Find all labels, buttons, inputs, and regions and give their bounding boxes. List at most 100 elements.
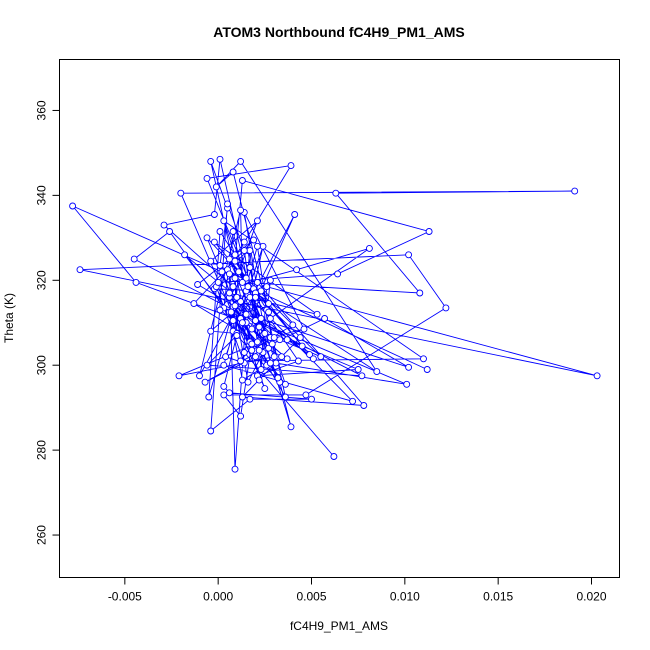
data-point (242, 310, 250, 318)
data-point (349, 397, 357, 405)
data-point (196, 372, 203, 380)
data-point (306, 351, 314, 359)
data-point (296, 334, 304, 342)
data-point (248, 346, 256, 354)
data-point (235, 268, 243, 276)
data-point (224, 200, 231, 208)
data-point (265, 308, 273, 316)
data-point (175, 372, 183, 380)
y-tick-label: 320 (35, 270, 49, 290)
data-point (225, 255, 233, 263)
data-point (252, 317, 259, 325)
data-point (274, 374, 282, 382)
data-point (240, 349, 248, 356)
data-point (571, 187, 579, 195)
data-point (266, 276, 274, 284)
x-tick-label: 0.015 (483, 590, 513, 604)
data-point (266, 359, 274, 367)
data-point (238, 376, 246, 384)
x-tick-label: 0.020 (576, 590, 606, 604)
data-point (420, 355, 427, 363)
y-tick-label: 300 (35, 355, 49, 375)
data-point (425, 228, 433, 235)
data-point (231, 465, 239, 473)
data-point (201, 378, 209, 386)
data-point (281, 393, 289, 401)
data-point (281, 380, 289, 388)
data-point (332, 189, 340, 197)
data-point (130, 255, 138, 263)
data-point (334, 270, 342, 278)
data-point (302, 391, 310, 399)
data-point (287, 423, 295, 431)
data-point (246, 293, 254, 301)
data-point (442, 304, 450, 312)
data-point (354, 366, 362, 373)
data-point (216, 261, 224, 269)
data-point (216, 306, 224, 314)
data-point (308, 395, 315, 403)
data-series (69, 155, 601, 473)
data-point (210, 238, 218, 246)
data-point (76, 266, 84, 274)
data-point (231, 251, 239, 259)
data-point (294, 357, 302, 365)
data-point (181, 251, 189, 259)
data-point (177, 189, 185, 197)
data-point (276, 336, 284, 344)
data-point (225, 389, 233, 397)
data-point (416, 289, 424, 297)
data-point (255, 346, 263, 354)
x-tick-label: -0.005 (108, 590, 142, 604)
data-point (360, 402, 368, 409)
data-point (259, 242, 267, 250)
data-point (252, 293, 259, 301)
data-point (220, 391, 228, 399)
data-point (222, 353, 230, 361)
data-point (240, 238, 248, 246)
data-point (220, 382, 228, 390)
data-point (229, 283, 237, 291)
data-point (227, 308, 235, 316)
data-point (132, 278, 140, 286)
x-tick-label: 0.010 (390, 590, 420, 604)
data-point (238, 393, 246, 401)
y-tick-label: 360 (35, 100, 49, 120)
data-point (244, 283, 252, 291)
data-point (203, 234, 211, 242)
data-point (242, 274, 250, 282)
data-point (237, 206, 245, 214)
data-point (220, 217, 228, 225)
data-point (229, 168, 237, 176)
data-point (225, 270, 233, 278)
data-point (257, 366, 265, 373)
data-point (255, 376, 263, 384)
data-point (365, 244, 373, 252)
data-point (166, 228, 174, 235)
data-point (231, 274, 239, 282)
data-point (405, 251, 413, 259)
data-point (237, 412, 245, 420)
data-point (257, 315, 265, 322)
data-point (252, 353, 259, 361)
data-point (237, 298, 245, 305)
data-point (253, 217, 261, 225)
data-point (278, 353, 286, 361)
data-point (313, 310, 321, 318)
data-point (216, 155, 224, 163)
data-point (358, 372, 366, 380)
data-point (233, 332, 241, 339)
data-point (237, 157, 245, 165)
data-point (214, 278, 222, 286)
data-point (237, 357, 245, 365)
data-point (253, 278, 261, 286)
data-point (233, 293, 241, 301)
data-point (287, 162, 295, 170)
data-point (207, 257, 215, 265)
data-point (261, 329, 269, 337)
data-point (238, 278, 246, 286)
data-point (270, 334, 278, 342)
data-point (210, 211, 218, 218)
